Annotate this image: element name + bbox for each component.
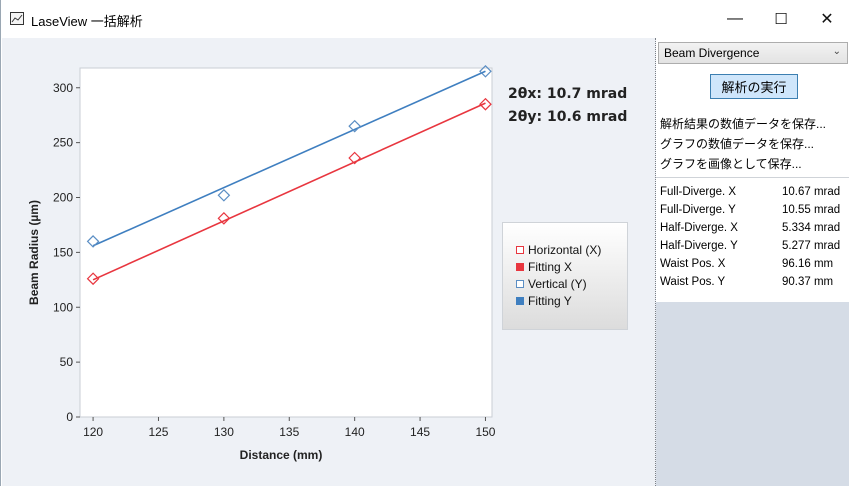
y-tick-label: 0 [66,410,73,424]
result-row: Full-Diverge. X 10.67 mrad [660,186,849,202]
legend-entry: Vertical (Y) [516,275,627,292]
fit-line [92,102,486,281]
analysis-mode-select[interactable]: Beam Divergence ⌄ [658,42,848,64]
result-value: 10.67 mrad [782,186,841,198]
result-row: Full-Diverge. Y 10.55 mrad [660,204,849,220]
close-button[interactable]: ✕ [820,11,834,28]
data-point-marker [479,97,492,111]
fit-line [92,70,486,247]
divider-line [656,177,849,178]
beam-chart: 120 125 130 135 140 145 150 0 50 100 150 200 250 300 D… [27,64,496,462]
data-point-marker [217,188,231,202]
result-label: Waist Pos. Y [660,276,726,288]
x-tick-label: 125 [148,425,168,439]
app-chart-icon [10,12,24,25]
x-tick-label: 150 [475,425,495,439]
side-panel: Beam Divergence ⌄ 解析の実行 解析結果の数値データを保存...… [656,38,849,486]
y-tick-label: 200 [53,191,73,205]
window-title: LaseView 一括解析 [31,14,143,29]
legend-swatch [516,279,524,288]
result-value: 96.16 mm [782,258,834,270]
divergence-y-readout: 2θy: 10.6 mrad [508,109,628,125]
chart-area: 120 125 130 135 140 145 150 0 50 100 150 200 250 300 D… [2,38,642,486]
y-axis-label: Beam Radius (µm) [27,200,41,305]
divergence-x-readout: 2θx: 10.7 mrad [508,86,628,102]
x-tick-label: 145 [410,425,430,439]
panel-divider[interactable] [655,38,657,486]
result-label: Full-Diverge. X [660,186,737,198]
result-row: Half-Diverge. Y 5.277 mrad [660,240,849,256]
x-tick-label: 135 [279,425,299,439]
x-tick-label: 140 [345,425,365,439]
result-value: 90.37 mm [782,276,834,288]
data-point-marker [348,151,362,165]
result-value: 5.334 mrad [782,222,841,234]
legend-label: Fitting Y [528,293,572,308]
chevron-down-icon: ⌄ [832,46,841,57]
result-row: Waist Pos. X 96.16 mm [660,258,849,274]
y-tick-label: 100 [53,300,73,314]
data-point-marker [86,272,100,286]
legend-entry: Fitting Y [516,292,627,309]
legend-swatch [516,245,524,254]
run-analysis-button[interactable]: 解析の実行 [710,74,798,99]
legend-label: Fitting X [528,259,573,274]
save-results-link[interactable]: 解析結果の数値データを保存... [660,117,827,131]
chart-legend: Horizontal (X) Fitting X Vertical (Y) Fitti… [502,222,628,330]
analysis-mode-value: Beam Divergence [664,46,760,60]
save-graph-data-link[interactable]: グラフの数値データを保存... [660,137,815,151]
legend-entry: Fitting X [516,258,627,275]
y-tick-label: 50 [60,355,74,369]
legend-swatch [516,296,524,305]
save-graph-image-link[interactable]: グラフを画像として保存... [660,157,802,171]
minimize-button[interactable]: — [727,10,743,27]
legend-swatch [516,262,524,271]
result-label: Full-Diverge. Y [660,204,736,216]
data-point-marker [348,119,362,133]
result-label: Half-Diverge. X [660,222,738,234]
panel-empty-area [656,302,849,486]
title-bar: LaseView 一括解析 — ☐ ✕ [1,0,849,38]
legend-entry: Horizontal (X) [516,241,627,258]
result-value: 10.55 mrad [782,204,841,216]
result-row: Half-Diverge. X 5.334 mrad [660,222,849,238]
y-tick-label: 250 [53,136,73,150]
result-value: 5.277 mrad [782,240,841,252]
x-tick-label: 130 [214,425,234,439]
y-tick-label: 150 [53,245,73,259]
result-label: Waist Pos. X [660,258,726,270]
maximize-button[interactable]: ☐ [774,11,788,28]
data-point-marker [217,212,231,225]
result-row: Waist Pos. Y 90.37 mm [660,276,849,292]
plot-background [79,67,493,418]
y-tick-label: 300 [53,81,73,95]
data-point-marker [86,235,100,248]
legend-label: Vertical (Y) [528,276,587,291]
x-axis-label: Distance (mm) [240,448,323,462]
legend-label: Horizontal (X) [528,242,602,257]
result-label: Half-Diverge. Y [660,240,738,252]
data-point-marker [479,64,492,78]
x-tick-label: 120 [83,425,103,439]
